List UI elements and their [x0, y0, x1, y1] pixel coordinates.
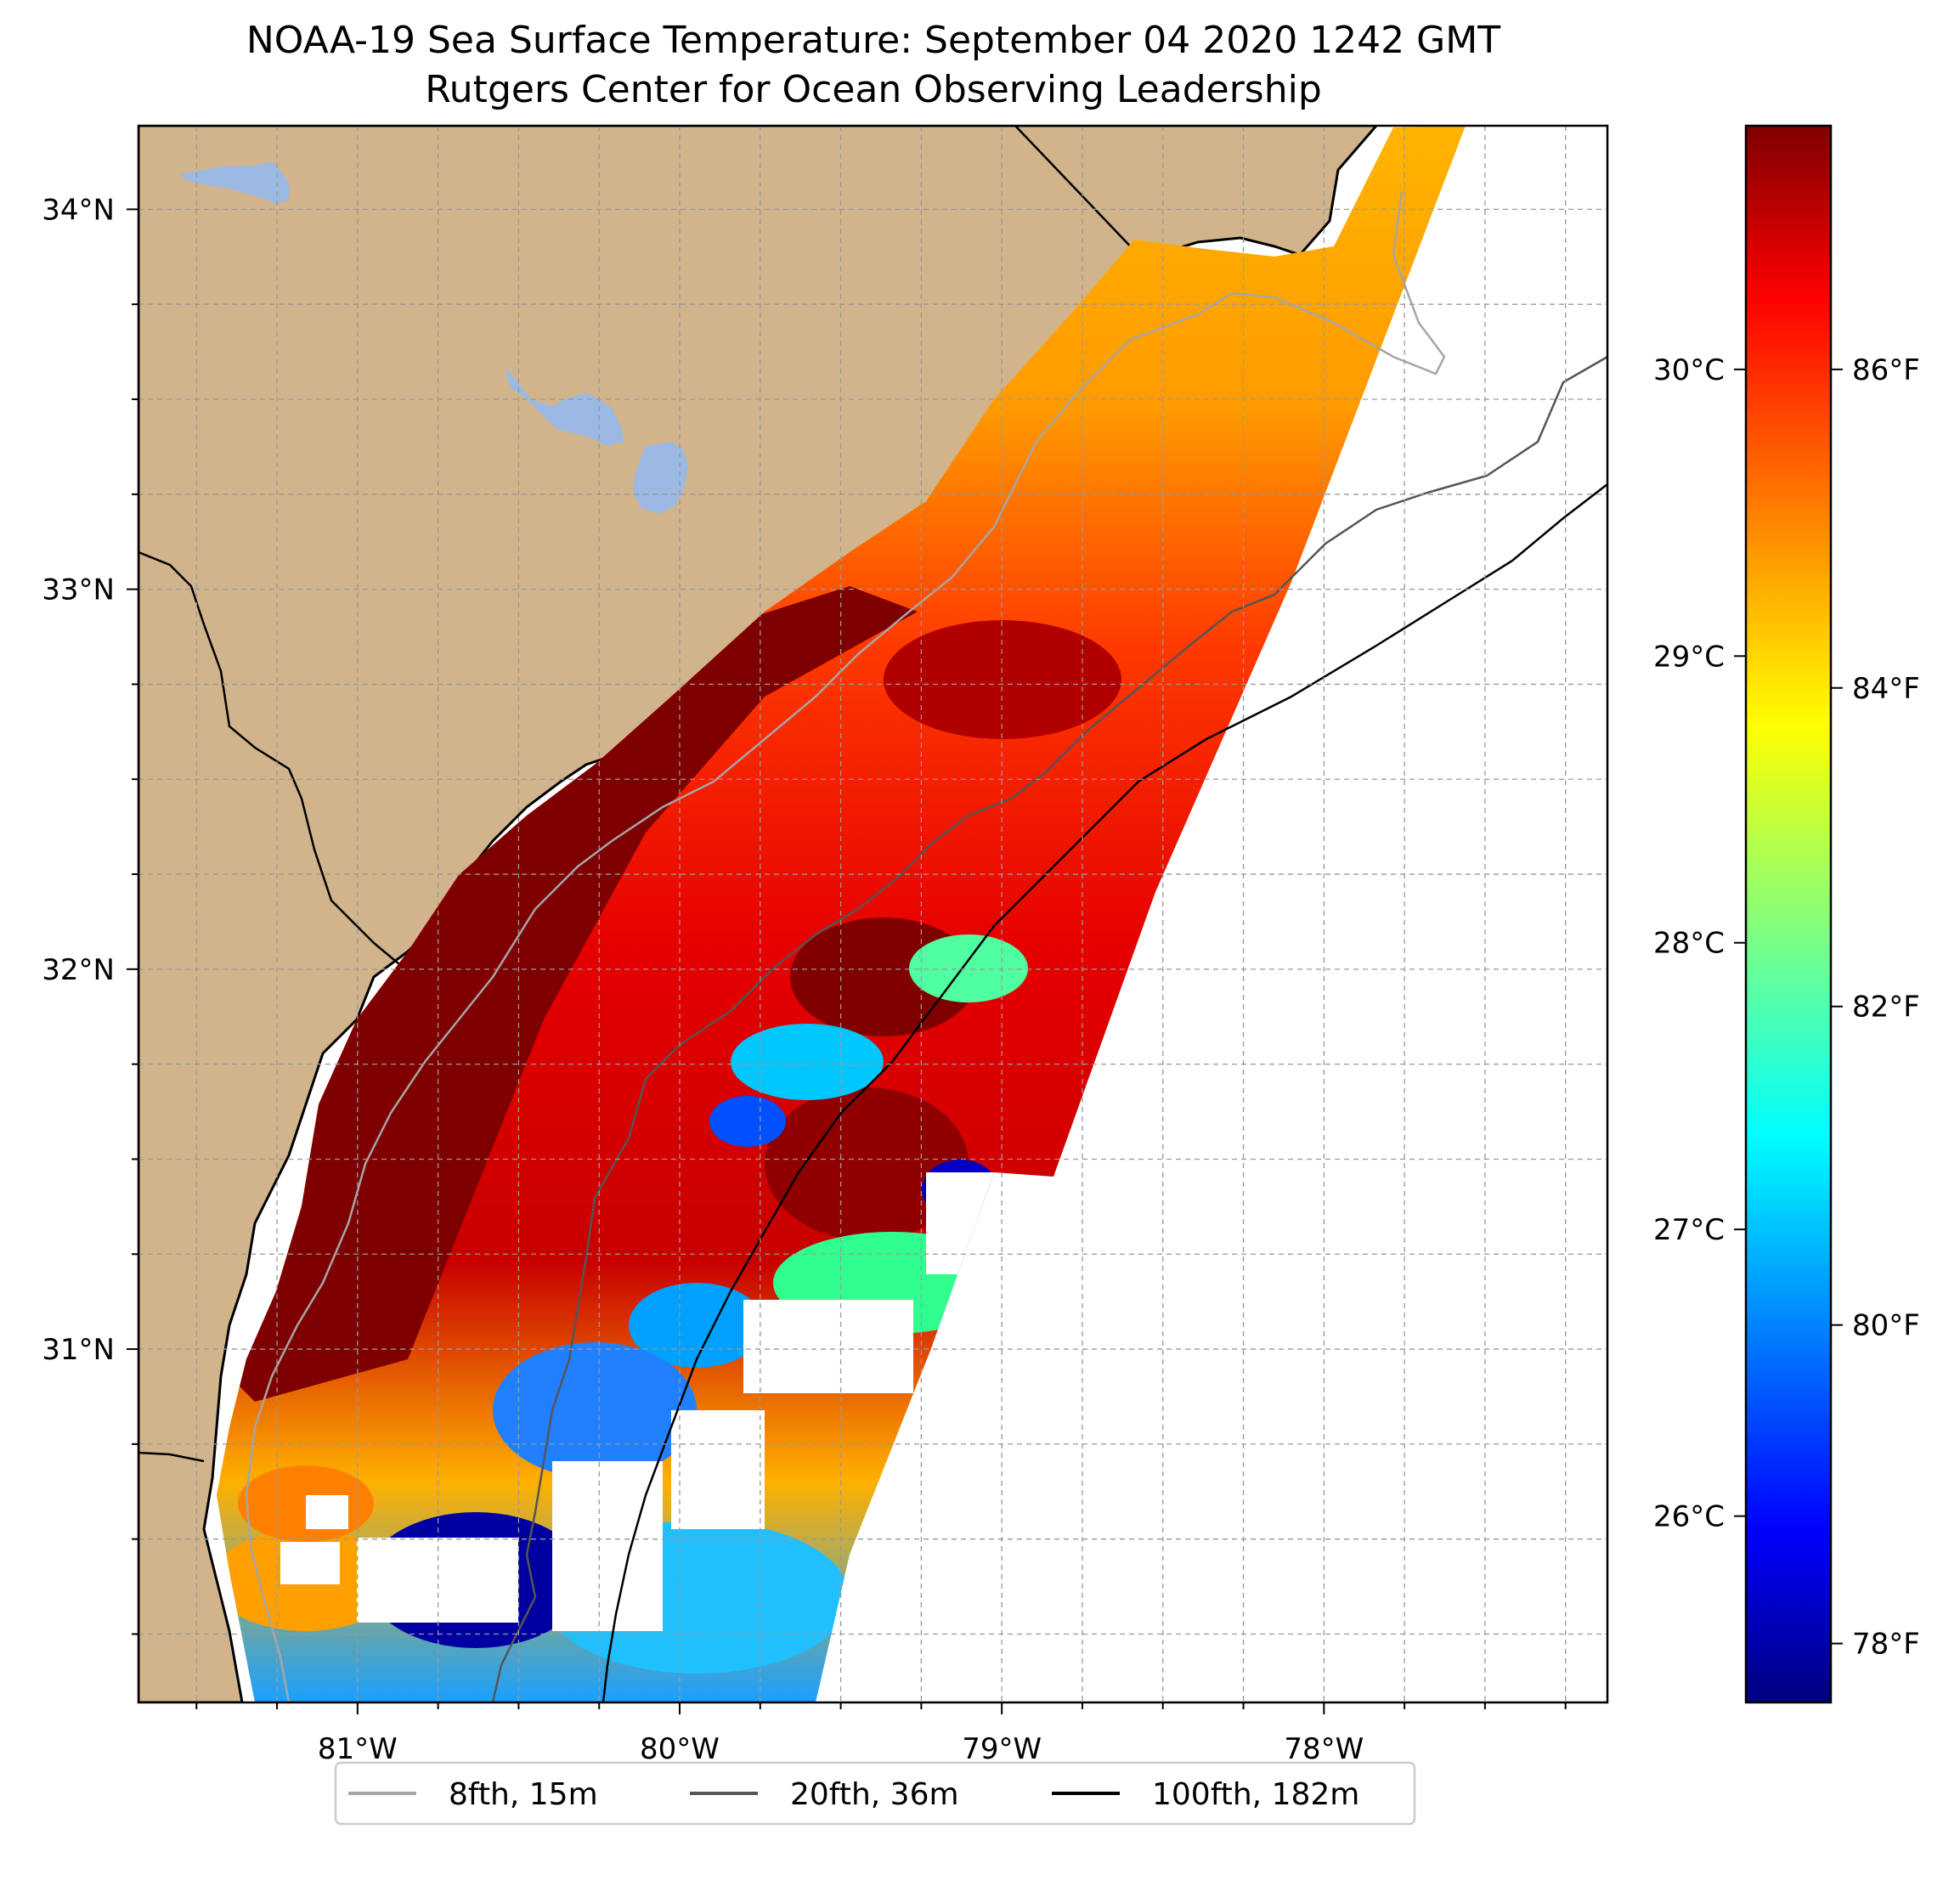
- fahrenheit-tick-label: 82°F: [1852, 991, 1920, 1025]
- celsius-tick-label: 28°C: [1653, 927, 1725, 961]
- sst-cool-patch-2: [709, 1096, 786, 1147]
- no-data-cloud-3: [357, 1538, 518, 1623]
- longitude-tick-label: 80°W: [640, 1732, 720, 1766]
- map-area: [138, 126, 1607, 1702]
- sst-cool-patch-3: [909, 934, 1028, 1002]
- sst-warm-eddy-2: [765, 1087, 969, 1240]
- state-border-ga-fl: [138, 1451, 205, 1463]
- no-data-cloud-7: [722, 1461, 756, 1487]
- sst-cool-patch-1: [731, 1024, 884, 1100]
- no-data-cloud-1: [743, 1300, 913, 1393]
- map-frame: [137, 124, 1609, 1704]
- longitude-tick-label: 81°W: [318, 1732, 398, 1766]
- lake-moultrie: [633, 442, 688, 514]
- map-title: NOAA-19 Sea Surface Temperature: Septemb…: [246, 19, 1500, 62]
- legend-label-100fth: 100fth, 182m: [1152, 1777, 1359, 1812]
- sst-warm-eddy-3: [884, 620, 1121, 739]
- latitude-labels: 31°N 32°N 33°N 34°N: [42, 193, 115, 1367]
- legend-box: [334, 1761, 1416, 1826]
- fahrenheit-tick-label: 80°F: [1852, 1309, 1920, 1343]
- contour-8fth: [245, 190, 1446, 1702]
- latitude-tick-label: 34°N: [42, 193, 115, 227]
- lake-marion: [506, 367, 624, 446]
- colorbar-ticks: [1734, 368, 1843, 1645]
- map-axis-ticks: [127, 208, 1567, 1714]
- celsius-tick-label: 27°C: [1653, 1213, 1725, 1247]
- longitude-tick-label: 79°W: [962, 1732, 1042, 1766]
- contour-100fth: [602, 483, 1607, 1702]
- state-border-sc-ga: [138, 550, 400, 965]
- celsius-tick-label: 30°C: [1653, 353, 1725, 387]
- legend-label-20fth: 20fth, 36m: [790, 1777, 959, 1812]
- legend-label-8fth: 8fth, 15m: [449, 1777, 598, 1812]
- longitude-tick-label: 78°W: [1284, 1732, 1364, 1766]
- latitude-tick-label: 33°N: [42, 573, 115, 607]
- lake-north: [178, 161, 289, 204]
- colorbar-celsius-labels: 26°C 27°C 28°C 29°C 30°C: [1653, 353, 1725, 1534]
- latitude-tick-label: 31°N: [42, 1333, 115, 1367]
- map-subtitle: Rutgers Center for Ocean Observing Leade…: [425, 68, 1322, 111]
- no-data-cloud-5: [280, 1542, 340, 1584]
- colorbar-fahrenheit-labels: 78°F 80°F 82°F 84°F 86°F: [1852, 353, 1920, 1662]
- fahrenheit-tick-label: 84°F: [1852, 672, 1920, 706]
- map-gridlines: [138, 126, 1607, 1702]
- celsius-tick-label: 26°C: [1653, 1500, 1725, 1534]
- fahrenheit-tick-label: 78°F: [1852, 1628, 1920, 1662]
- no-data-cloud-6: [306, 1495, 348, 1529]
- no-data-cloud-4: [552, 1461, 663, 1631]
- colorbar-gradient: [1744, 124, 1833, 1704]
- latitude-tick-label: 32°N: [42, 953, 115, 987]
- state-border-nc-sc: [1014, 126, 1139, 256]
- colorbar: 26°C 27°C 28°C 29°C 30°C 78°F 80°F 82°F …: [1653, 124, 1920, 1704]
- fahrenheit-tick-label: 86°F: [1852, 353, 1920, 387]
- longitude-labels: 81°W 80°W 79°W 78°W: [318, 1732, 1364, 1766]
- contour-20fth: [491, 355, 1607, 1702]
- sst-cool-patch-6: [493, 1342, 697, 1478]
- contour-legend: 8fth, 15m 20fth, 36m 100fth, 182m: [334, 1761, 1416, 1826]
- sst-cool-patch-5: [629, 1283, 765, 1368]
- celsius-tick-label: 29°C: [1653, 640, 1725, 674]
